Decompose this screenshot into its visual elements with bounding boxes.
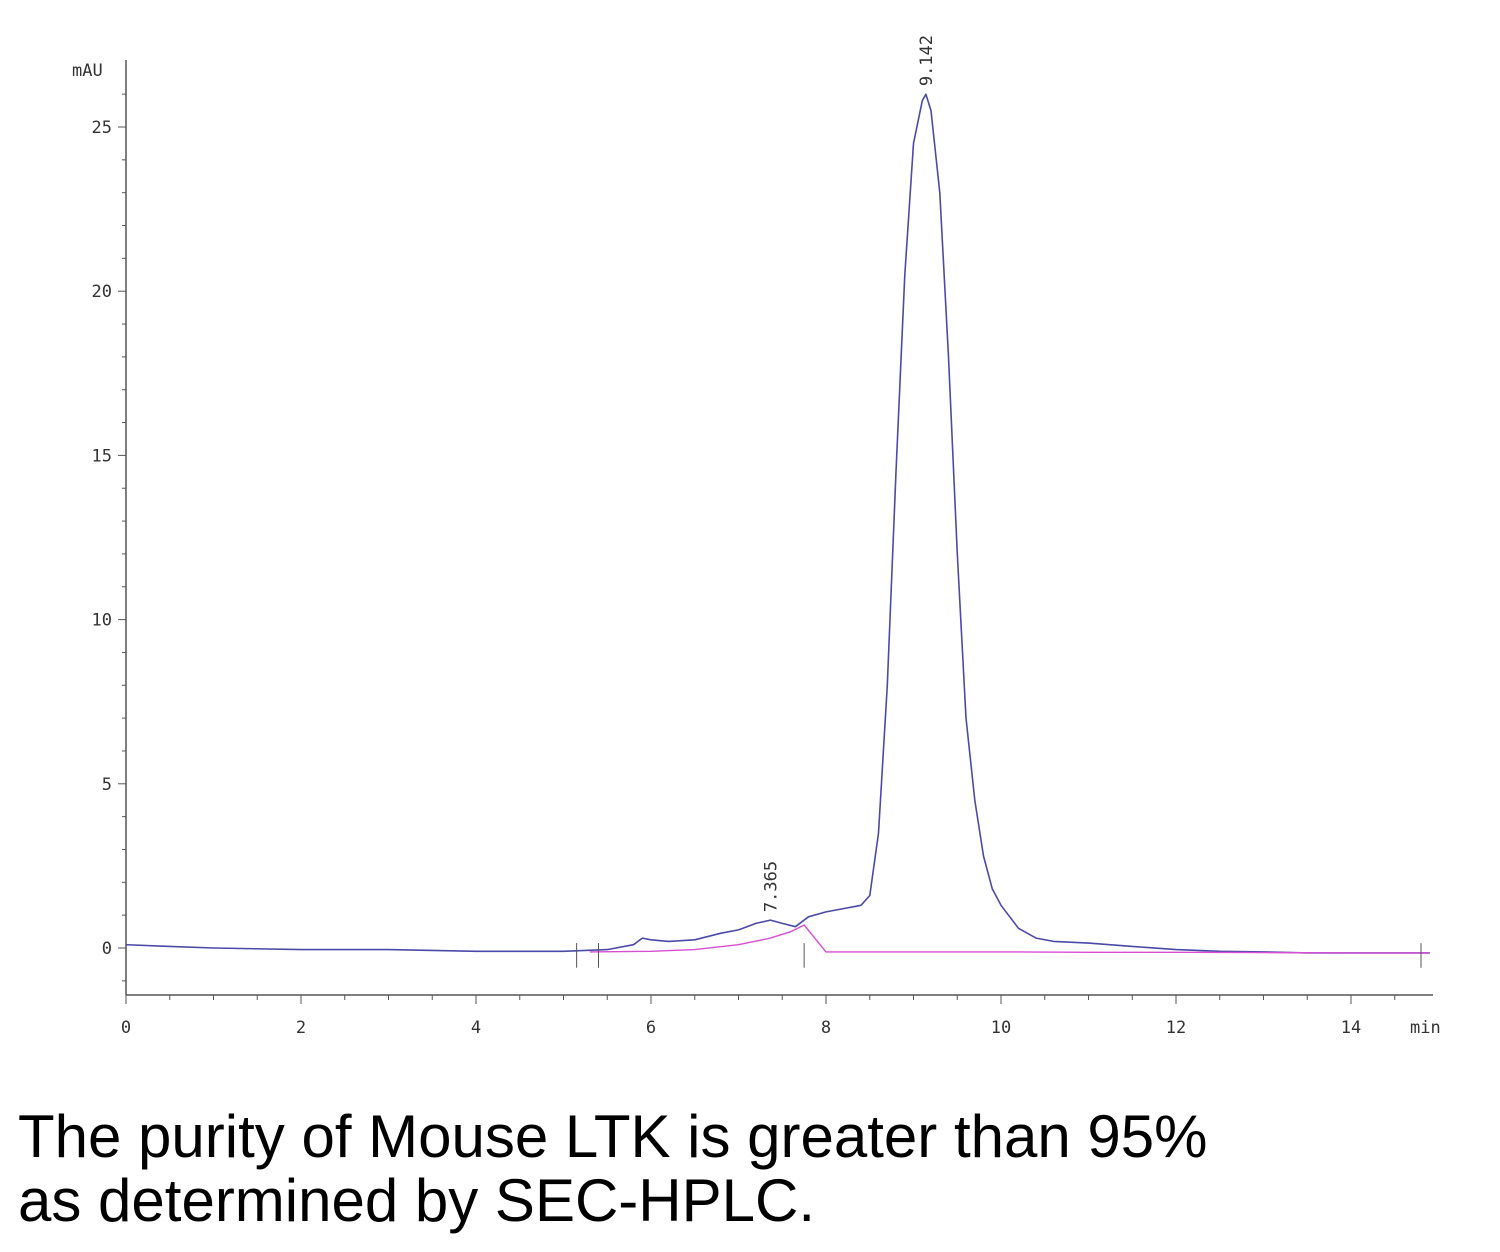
peak-label: 9.142	[917, 35, 937, 86]
y-tick-label: 10	[92, 611, 112, 631]
x-tick-label: 14	[1341, 1018, 1361, 1038]
x-tick-label: 10	[991, 1018, 1011, 1038]
x-axis: 0 2 4 6 8 10 12 14 min	[121, 994, 1441, 1038]
y-tick-label: 15	[92, 446, 112, 466]
x-tick-label: 2	[296, 1018, 306, 1038]
y-tick-label: 5	[102, 775, 112, 795]
caption-line-2: as determined by SEC-HPLC.	[18, 1167, 815, 1234]
signal-trace	[125, 93, 1430, 954]
chromatogram-chart: 0 5 10 15 20 25 mAU 0 2 4 6 8 10 12 14 min 7.365 9.142	[72, 35, 1441, 1038]
x-axis-label: min	[1410, 1018, 1441, 1038]
peak-annotations: 7.365 9.142	[761, 35, 936, 912]
series-layer	[125, 93, 1430, 968]
y-axis-label: mAU	[72, 61, 103, 81]
x-tick-label: 0	[121, 1018, 131, 1038]
x-tick-label: 8	[821, 1018, 831, 1038]
x-tick-label: 12	[1166, 1018, 1186, 1038]
y-tick-label: 25	[92, 118, 112, 138]
y-axis: 0 5 10 15 20 25 mAU	[72, 60, 127, 995]
y-tick-label: 0	[102, 939, 112, 959]
x-tick-label: 4	[471, 1018, 481, 1038]
x-tick-label: 6	[646, 1018, 656, 1038]
caption-line-1: The purity of Mouse LTK is greater than …	[18, 1103, 1208, 1170]
figure-caption: The purity of Mouse LTK is greater than …	[18, 1105, 1478, 1233]
peak-label: 7.365	[761, 861, 781, 912]
y-tick-label: 20	[92, 282, 112, 302]
baseline-trace	[589, 924, 1430, 954]
